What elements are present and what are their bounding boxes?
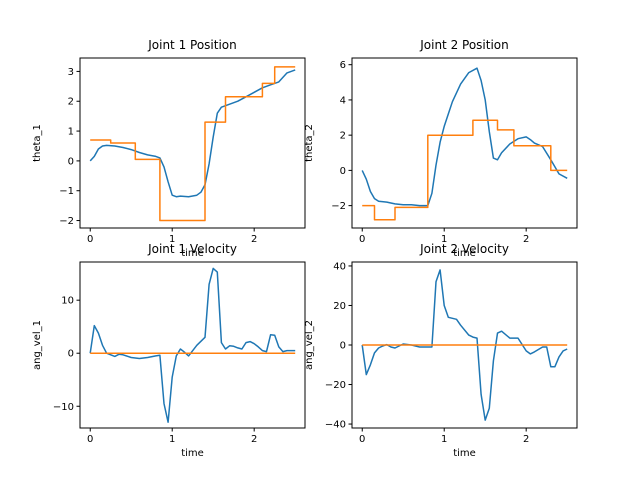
x-axis-label: time	[181, 248, 204, 259]
x-tick-label: 2	[251, 434, 257, 445]
y-tick-label: 40	[333, 261, 346, 272]
series-line-2	[90, 66, 296, 222]
plot-frame	[79, 57, 306, 229]
y-axis-label: theta_2	[304, 124, 315, 162]
y-tick-label: 20	[333, 301, 346, 312]
y-tick-label: −2	[59, 216, 74, 227]
x-tick-label: 1	[441, 434, 447, 445]
chart-title: Joint 2 Velocity	[419, 242, 509, 256]
series-line-2	[362, 119, 568, 221]
y-tick-label: −2	[331, 201, 346, 212]
x-tick-label: 2	[523, 434, 529, 445]
x-tick-label: 1	[169, 234, 175, 245]
chart-1: 0 1 2 −2 −1 0 1 2 3 Joint 1 Position time theta_1	[32, 38, 306, 259]
x-tick-label: 0	[87, 234, 93, 245]
x-axis-label: time	[453, 448, 476, 459]
series-line-1	[361, 269, 568, 421]
x-tick-label: 0	[359, 234, 365, 245]
chart-title: Joint 1 Position	[147, 38, 237, 52]
y-tick-label: 10	[61, 296, 74, 307]
series-line-1	[89, 69, 296, 198]
y-tick-label: −1	[59, 186, 74, 197]
y-tick-label: 0	[340, 166, 346, 177]
y-tick-label: −10	[53, 402, 74, 413]
y-axis-label: theta_1	[32, 124, 43, 162]
y-tick-label: 2	[68, 97, 74, 108]
x-tick-label: 1	[441, 234, 447, 245]
x-tick-label: 1	[169, 434, 175, 445]
y-tick-label: 0	[68, 156, 74, 167]
y-tick-label: 3	[68, 67, 74, 78]
y-axis-label: ang_vel_2	[304, 320, 315, 370]
y-tick-label: −40	[325, 420, 346, 431]
y-tick-label: 6	[340, 60, 346, 71]
series-line-1	[361, 67, 568, 207]
x-tick-label: 0	[359, 434, 365, 445]
y-tick-label: 2	[340, 131, 346, 142]
y-tick-label: 0	[68, 349, 74, 360]
chart-title: Joint 2 Position	[419, 38, 509, 52]
x-tick-label: 2	[523, 234, 529, 245]
x-tick-label: 0	[87, 434, 93, 445]
y-tick-label: −20	[325, 380, 346, 391]
series-line-1	[89, 267, 296, 423]
chart-title: Joint 1 Velocity	[147, 242, 237, 256]
plot-frame	[351, 57, 578, 229]
y-tick-label: 0	[340, 341, 346, 352]
plot-frame	[79, 261, 306, 429]
y-axis-label: ang_vel_1	[32, 320, 43, 370]
y-tick-label: 4	[340, 95, 346, 106]
x-axis-label: time	[453, 248, 476, 259]
x-axis-label: time	[181, 448, 204, 459]
chart-2: 0 1 2 −2 0 2 4 6 Joint 2 Position time theta_2	[304, 38, 578, 259]
y-tick-label: 1	[68, 127, 74, 138]
x-tick-label: 2	[251, 234, 257, 245]
